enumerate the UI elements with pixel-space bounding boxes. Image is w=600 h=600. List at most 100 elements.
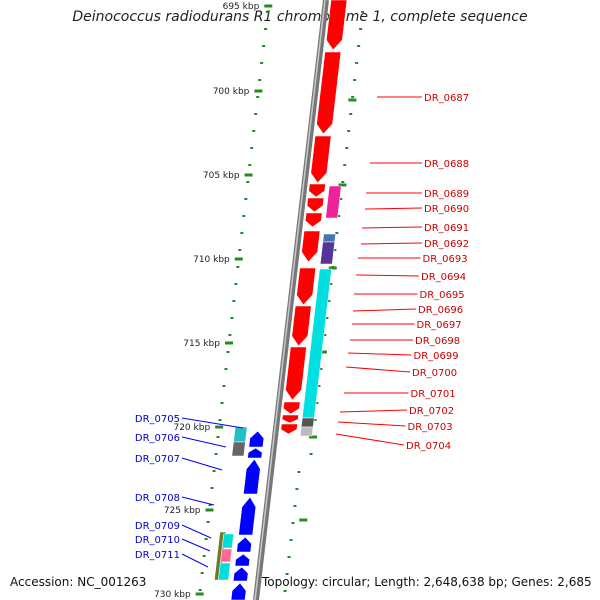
leader-line xyxy=(339,409,408,413)
gene-label-forward: DR_0693 xyxy=(423,254,468,265)
reverse-gene-arrow xyxy=(243,458,261,495)
leader-line xyxy=(181,553,209,568)
forward-gene-arrow xyxy=(281,414,299,424)
ruler-label: 730 kbp xyxy=(154,590,191,600)
gene-label-forward: DR_0702 xyxy=(409,406,454,417)
guide-dot xyxy=(339,198,343,200)
gene-label-forward: DR_0700 xyxy=(412,368,457,379)
leader-line xyxy=(361,226,423,229)
guide-dot xyxy=(234,283,238,285)
reverse-gene-arrow xyxy=(232,566,249,582)
gene-label-forward: DR_0704 xyxy=(406,441,451,452)
guide-dot xyxy=(297,471,301,473)
guide-dot xyxy=(200,572,204,574)
gene-label-forward: DR_0701 xyxy=(411,389,456,400)
ruler-tick xyxy=(254,89,263,93)
guide-dot xyxy=(244,198,248,200)
guide-dot xyxy=(341,181,345,183)
guide-dot xyxy=(224,368,228,370)
guide-dot xyxy=(204,538,208,540)
guide-dot xyxy=(333,249,337,251)
gene-label-reverse: DR_0707 xyxy=(135,454,180,465)
guide-dot xyxy=(361,11,365,13)
guide-dot xyxy=(256,96,260,98)
gene-label-forward: DR_0694 xyxy=(421,272,466,283)
guide-dot xyxy=(357,45,361,47)
forward-gene-arrow xyxy=(308,183,326,198)
leader-line xyxy=(181,457,223,471)
reverse-gene-arrow xyxy=(230,582,247,600)
guide-dot xyxy=(242,215,246,217)
gene-label-forward: DR_0689 xyxy=(424,189,469,200)
guide-dot xyxy=(347,130,351,132)
forward-gene-arrow xyxy=(283,401,301,415)
forward-gene-arrow xyxy=(285,346,307,401)
guide-dot xyxy=(349,113,353,115)
ruler-tick-right xyxy=(299,518,308,522)
guide-dot xyxy=(238,249,242,251)
gene-label-forward: DR_0703 xyxy=(408,422,453,433)
forward-gene-arrow xyxy=(296,267,317,306)
guide-dot xyxy=(216,436,220,438)
guide-dot xyxy=(214,453,218,455)
guide-dot xyxy=(317,385,321,387)
ruler-tick xyxy=(195,592,204,596)
leader-line xyxy=(181,496,215,506)
ruler-label: 700 kbp xyxy=(213,87,250,97)
forward-gene-arrow xyxy=(306,197,325,213)
gene-label-forward: DR_0696 xyxy=(418,305,463,316)
guide-dot xyxy=(323,334,327,336)
gene-label-reverse: DR_0710 xyxy=(135,535,180,546)
guide-dot xyxy=(351,96,355,98)
ruler-label: 705 kbp xyxy=(203,171,240,181)
reverse-gene-arrow xyxy=(247,447,263,459)
gene-label-forward: DR_0688 xyxy=(424,159,469,170)
ruler-tick-right xyxy=(318,350,327,354)
guide-dot xyxy=(309,453,313,455)
cog-block-steel xyxy=(322,233,337,243)
guide-dot xyxy=(295,488,299,490)
guide-dot xyxy=(264,28,268,30)
guide-dot xyxy=(345,147,349,149)
backbone-highlight xyxy=(254,0,326,600)
guide-dot xyxy=(329,283,333,285)
guide-dot xyxy=(343,164,347,166)
forward-gene-arrow xyxy=(316,51,342,135)
guide-dot xyxy=(212,470,216,472)
guide-dot xyxy=(228,334,232,336)
guide-dot xyxy=(327,300,331,302)
gene-label-forward: DR_0695 xyxy=(420,290,465,301)
reverse-gene-arrow xyxy=(236,536,252,553)
gene-label-reverse: DR_0709 xyxy=(135,521,180,532)
guide-dot xyxy=(198,589,202,591)
ruler-tick-right xyxy=(309,435,318,439)
guide-dot xyxy=(208,504,212,506)
gene-labels: DR_0687 DR_0688 DR_0689 DR_0690 DR_0691 DR_06… xyxy=(135,93,469,568)
cog-block-teal xyxy=(233,426,248,443)
leader-line xyxy=(335,433,405,446)
ruler-tick-right xyxy=(328,266,337,270)
guide-dot xyxy=(262,45,266,47)
guide-dot xyxy=(250,147,254,149)
ruler-tick-right xyxy=(338,183,347,187)
leader-line xyxy=(345,366,411,373)
leader-line xyxy=(337,421,406,427)
guide-dot xyxy=(206,521,210,523)
reverse-gene-arrow xyxy=(238,496,257,536)
cog-block-cyan-3 xyxy=(217,562,231,581)
leader-line xyxy=(181,524,212,539)
gene-label-reverse: DR_0706 xyxy=(135,433,180,444)
cog-block-pink xyxy=(220,548,233,563)
leader-line xyxy=(364,207,423,210)
guide-dot xyxy=(285,573,289,575)
dotted-guide-lines xyxy=(198,11,365,592)
reverse-gene-arrow xyxy=(248,430,265,448)
guide-dot xyxy=(222,385,226,387)
guide-dot xyxy=(202,555,206,557)
gene-label-forward: DR_0687 xyxy=(424,93,469,104)
cog-block-purple xyxy=(319,241,336,265)
forward-gene-arrow xyxy=(280,423,298,435)
guide-dot xyxy=(337,215,341,217)
leader-line xyxy=(347,352,412,356)
ruler-tick-right xyxy=(348,98,357,102)
